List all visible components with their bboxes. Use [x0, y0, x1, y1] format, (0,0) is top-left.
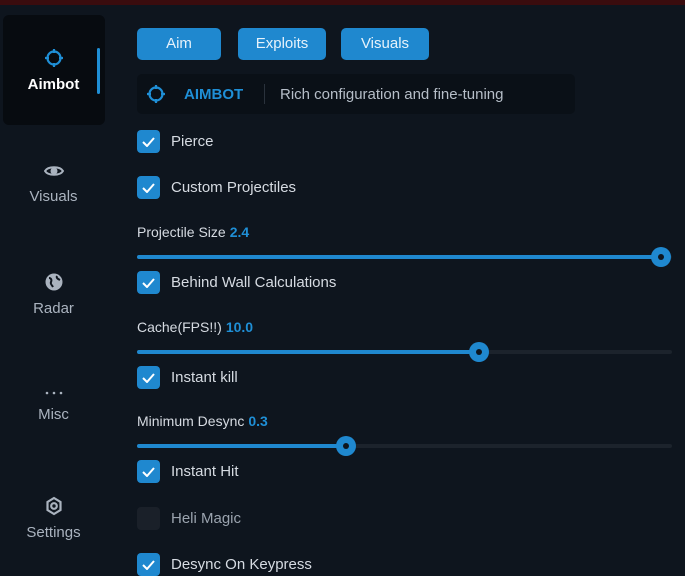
sidebar-item-visuals[interactable]: Visuals [0, 162, 107, 206]
gear-icon [45, 496, 62, 516]
checkbox-label: Instant kill [171, 369, 238, 386]
section-description: Rich configuration and fine-tuning [280, 86, 504, 103]
cache-slider[interactable] [137, 342, 672, 362]
checkbox-label: Instant Hit [171, 463, 239, 480]
check-icon [137, 366, 160, 389]
sidebar-item-label: Radar [33, 300, 74, 317]
sidebar-item-label: Aimbot [27, 76, 80, 93]
sidebar-item-aimbot[interactable]: Aimbot [0, 48, 107, 94]
globe-icon [45, 273, 62, 291]
projectile-size-slider[interactable] [137, 247, 672, 267]
checkbox-label: Custom Projectiles [171, 179, 297, 196]
tab-aim[interactable]: Aim [137, 28, 221, 60]
sidebar-active-bg [3, 15, 105, 125]
tab-exploits[interactable]: Exploits [238, 28, 326, 60]
slider-handle[interactable] [651, 247, 672, 267]
check-icon [137, 460, 160, 483]
crosshair-icon [147, 85, 165, 103]
sidebar-item-settings[interactable]: Settings [0, 496, 107, 542]
sidebar-active-indicator [97, 48, 100, 94]
window-top-strip [0, 0, 685, 5]
sidebar-item-label: Misc [38, 406, 69, 423]
section-header: AIMBOT Rich configuration and fine-tunin… [137, 74, 575, 114]
checkbox-label: Heli Magic [171, 510, 242, 527]
checkbox-label: Desync On Keypress [171, 556, 312, 573]
heli-magic-checkbox[interactable]: Heli Magic [137, 507, 241, 530]
dots-icon [45, 391, 62, 395]
sidebar-item-radar[interactable]: Radar [0, 272, 107, 318]
eye-icon [43, 166, 64, 176]
projectile-size-value: 2.4 [229, 224, 250, 240]
min-desync-slider[interactable] [137, 436, 672, 456]
projectile-size-label: Projectile Size 2.4 [137, 224, 250, 240]
instant-hit-checkbox[interactable]: Instant Hit [137, 460, 239, 483]
slider-handle[interactable] [335, 436, 356, 456]
desync-keypress-checkbox[interactable]: Desync On Keypress [137, 553, 312, 576]
tab-visuals[interactable]: Visuals [341, 28, 429, 60]
check-icon [137, 271, 160, 294]
min-desync-value: 0.3 [248, 413, 268, 429]
crosshair-icon [44, 49, 63, 67]
instant-kill-checkbox[interactable]: Instant kill [137, 366, 238, 389]
custom-projectiles-checkbox[interactable]: Custom Projectiles [137, 176, 296, 199]
sidebar-item-label: Settings [26, 524, 81, 541]
pierce-checkbox[interactable]: Pierce [137, 130, 214, 153]
cache-label: Cache(FPS!!) 10.0 [137, 319, 254, 335]
checkbox-label: Behind Wall Calculations [171, 274, 337, 291]
check-icon [137, 176, 160, 199]
section-title: AIMBOT [184, 86, 244, 103]
check-icon [137, 130, 160, 153]
divider [264, 84, 265, 104]
checkbox-box [137, 507, 160, 530]
sidebar-item-label: Visuals [29, 188, 78, 205]
behind-wall-checkbox[interactable]: Behind Wall Calculations [137, 271, 336, 294]
min-desync-label: Minimum Desync 0.3 [137, 413, 268, 429]
checkbox-label: Pierce [171, 133, 214, 150]
sidebar-item-misc[interactable]: Misc [0, 388, 107, 424]
cache-value: 10.0 [225, 319, 254, 335]
slider-handle[interactable] [469, 342, 490, 362]
check-icon [137, 553, 160, 576]
